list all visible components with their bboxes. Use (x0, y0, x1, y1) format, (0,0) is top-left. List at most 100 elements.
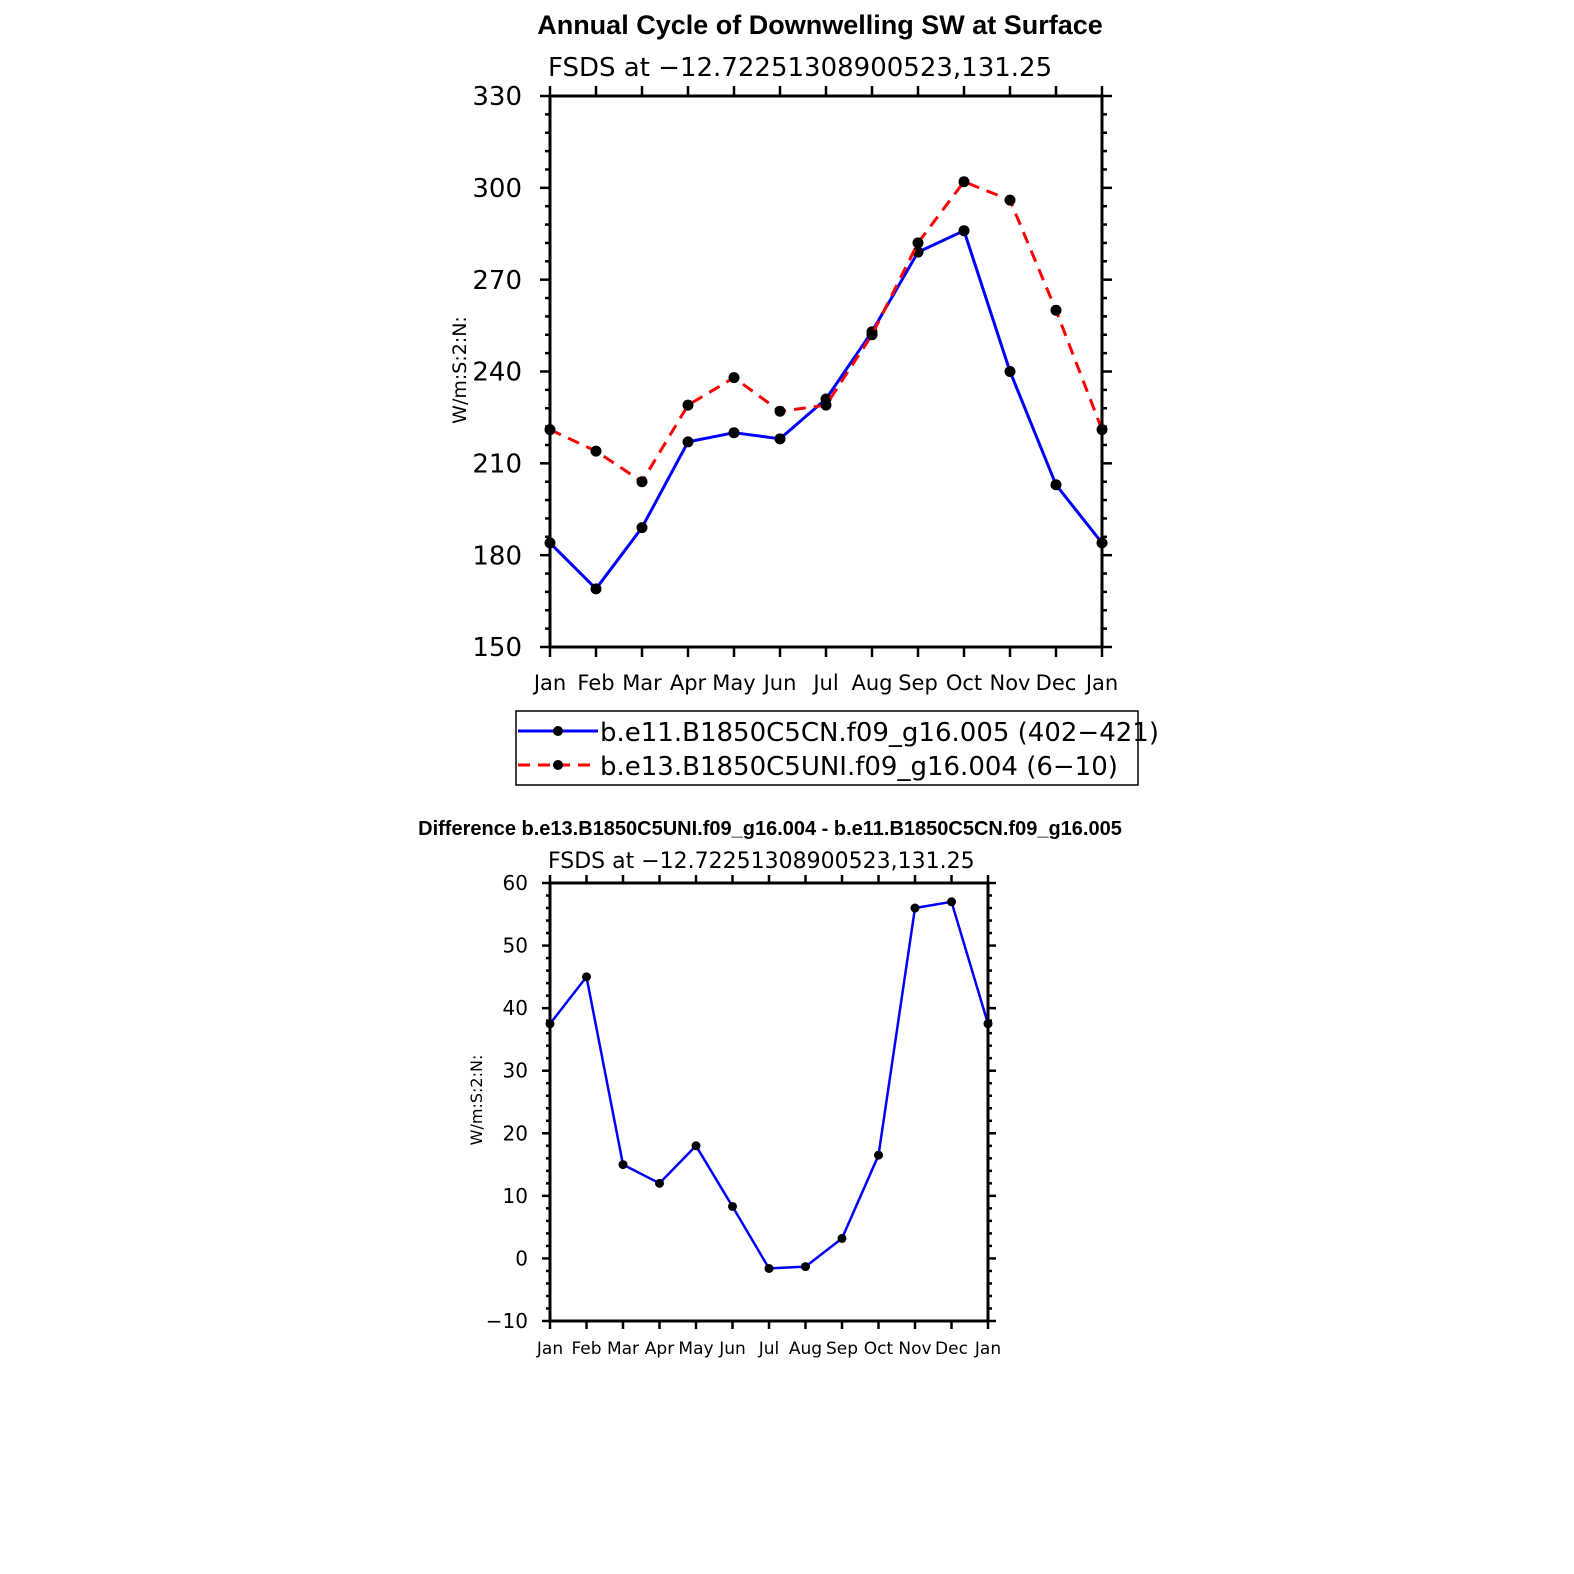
legend-label-1: b.e11.B1850C5CN.f09_g16.005 (402−421) (600, 718, 1159, 748)
series-1-point (691, 1141, 701, 1151)
x-tick-label: Apr (670, 671, 707, 695)
series-1-point (874, 1150, 883, 1160)
y-tick-label: 240 (472, 358, 522, 388)
x-tick-label: Jul (758, 1339, 780, 1359)
y-tick-label: 0 (515, 1246, 528, 1270)
y-tick-label: 300 (472, 174, 522, 204)
panel1-x-tick-labels: Jan Feb Mar Apr May Jun Jul Aug Sep Oct Nov Dec Jan (532, 671, 1118, 695)
series-2-point (682, 399, 694, 411)
x-tick-label: Dec (935, 1339, 968, 1359)
series-2-point (1050, 304, 1062, 316)
series-1-point (947, 897, 956, 907)
x-tick-label: Mar (607, 1339, 639, 1359)
x-tick-label: Nov (990, 671, 1031, 695)
series-1-point (801, 1262, 810, 1272)
x-tick-label: Feb (571, 1339, 601, 1359)
y-tick-label: 60 (503, 871, 528, 895)
panel2-y-tick-labels: 60 50 40 30 20 10 0 −10 (486, 871, 528, 1333)
panel2-x-tick-labels: Jan Feb Mar Apr May Jun Jul Aug Sep Oct Nov Dec Jan (536, 1339, 1001, 1359)
x-tick-label: Jan (1084, 671, 1118, 695)
panel2-subtitle: FSDS at −12.72251308900523,131.25 (548, 849, 975, 874)
series-2-point (636, 476, 648, 488)
x-tick-label: Aug (851, 671, 892, 695)
series-1-point (774, 433, 786, 445)
x-tick-label: Oct (864, 1339, 894, 1359)
series-line-2 (549, 180, 1104, 484)
series-1-point (764, 1263, 774, 1273)
x-tick-label: Jun (718, 1339, 746, 1359)
panel1-subtitle: FSDS at −12.72251308900523,131.25 (548, 53, 1052, 83)
series-line-1 (549, 900, 990, 1270)
y-tick-label: 10 (503, 1184, 528, 1208)
series-1-point (910, 903, 920, 913)
x-tick-label: Feb (577, 671, 614, 695)
y-tick-label: 180 (472, 541, 522, 571)
series-2-point (958, 176, 970, 188)
y-tick-label: 210 (472, 449, 522, 479)
y-tick-label: 270 (472, 266, 522, 296)
x-tick-label: Jan (974, 1339, 1001, 1359)
series-2-point (728, 372, 740, 384)
y-tick-label: 150 (472, 633, 522, 663)
legend-label-2: b.e13.B1850C5UNI.f09_g16.004 (6−10) (600, 752, 1118, 782)
series-2-point (774, 405, 786, 417)
x-tick-label: Dec (1036, 671, 1077, 695)
series-2-point (1004, 194, 1016, 206)
legend-entry-1: b.e11.B1850C5CN.f09_g16.005 (402−421) (518, 718, 1159, 748)
series-1-point (728, 427, 740, 439)
panel1-y-tick-labels: 330 300 270 240 210 180 150 (472, 82, 522, 663)
series-1-point (590, 583, 602, 595)
panel2-title: Difference b.e13.B1850C5UNI.f09_g16.004 … (418, 818, 1122, 840)
series-2-point (590, 445, 602, 457)
series-1-point (728, 1201, 737, 1211)
x-tick-label: Oct (946, 671, 982, 695)
series-2-point (912, 237, 924, 249)
x-tick-label: Sep (826, 1339, 858, 1359)
x-tick-label: May (712, 671, 755, 695)
series-1-point (1004, 366, 1016, 377)
y-tick-label: 40 (503, 996, 528, 1020)
series-1-point (958, 225, 970, 237)
legend: b.e11.B1850C5CN.f09_g16.005 (402−421) b.… (515, 710, 1159, 786)
x-tick-label: Apr (645, 1339, 674, 1359)
series-1-point (837, 1233, 847, 1243)
x-tick-label: Jan (532, 671, 566, 695)
x-tick-label: Jan (536, 1339, 563, 1359)
panel-annual-cycle: Annual Cycle of Downwelling SW at Surfac… (449, 10, 1159, 786)
legend-marker-2 (553, 760, 563, 770)
series-2-point (866, 329, 878, 341)
x-tick-label: Nov (898, 1339, 931, 1359)
y-tick-label: 50 (503, 934, 528, 958)
x-tick-label: Sep (898, 671, 938, 695)
series-1-point (582, 972, 591, 982)
series-2-point (820, 399, 832, 411)
legend-box (515, 710, 1139, 786)
x-tick-label: Mar (622, 671, 662, 695)
y-tick-label: −10 (486, 1309, 528, 1333)
series-1-point (655, 1178, 664, 1188)
x-tick-label: May (678, 1339, 713, 1359)
panel2-series (545, 897, 993, 1273)
x-tick-label: Aug (789, 1339, 822, 1359)
x-tick-label: Jul (811, 671, 838, 695)
legend-marker-1 (553, 726, 563, 736)
panel2-plot-frame (548, 881, 990, 1323)
panel1-ylabel: W/m:S:2:N: (449, 316, 471, 424)
y-tick-label: 30 (503, 1059, 528, 1083)
series-1-point (618, 1160, 628, 1170)
y-tick-label: 330 (472, 82, 522, 112)
panel1-series (544, 176, 1108, 595)
panel1-title: Annual Cycle of Downwelling SW at Surfac… (537, 10, 1103, 40)
y-tick-label: 20 (503, 1121, 528, 1145)
series-1-point (682, 436, 694, 448)
x-tick-label: Jun (762, 671, 797, 695)
panel1-ticks (540, 86, 1112, 657)
panel1-plot-frame (548, 94, 1104, 649)
series-1-point (912, 246, 924, 258)
series-1-point (636, 522, 648, 534)
panel-difference: Difference b.e13.B1850C5UNI.f09_g16.004 … (418, 818, 1122, 1359)
panel2-ylabel: W/m:S:2:N: (467, 1055, 486, 1146)
series-1-point (1050, 479, 1062, 491)
legend-entry-2: b.e13.B1850C5UNI.f09_g16.004 (6−10) (518, 752, 1118, 782)
